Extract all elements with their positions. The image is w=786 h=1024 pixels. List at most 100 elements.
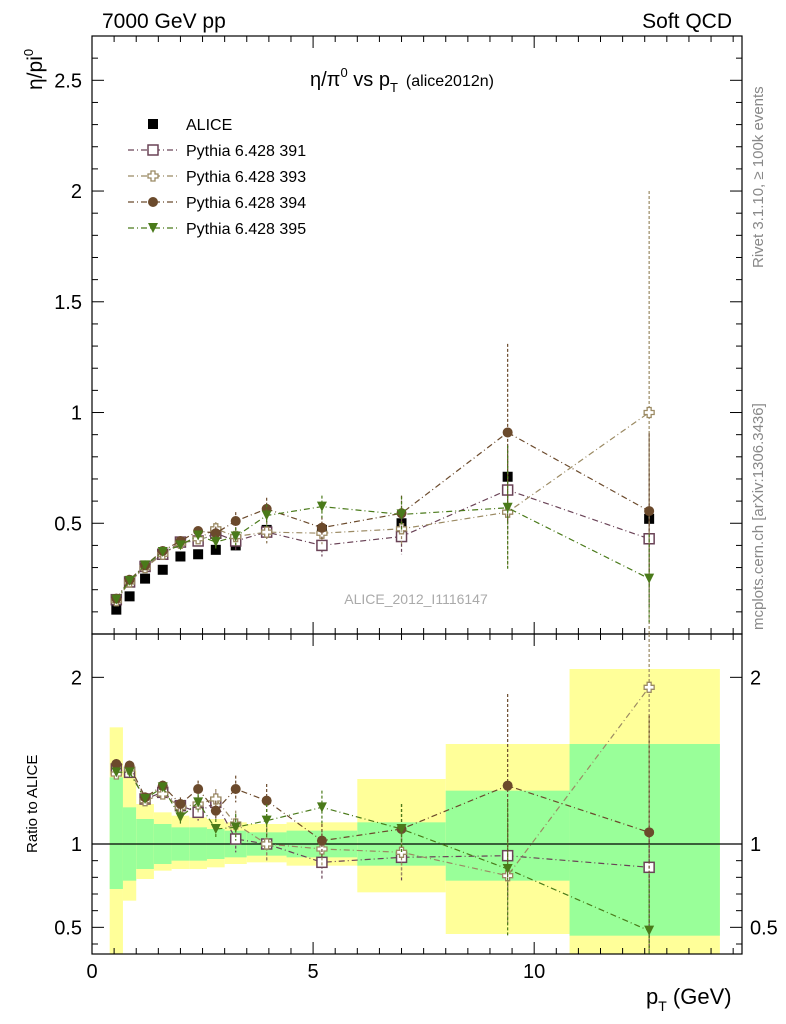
ratio-series-2-point [111,759,122,769]
main-series-0-point [193,549,204,560]
ratio-series-3-point [157,782,168,793]
ratio-stat-band-0 [109,777,123,889]
main-series-4-point [193,530,204,541]
main-series-0-point [124,591,135,602]
main-series-3-point [210,528,221,539]
legend-label: Pythia 6.428 393 [186,169,306,186]
main-series-2-point [643,406,655,419]
main-series-4-point [157,547,168,558]
ratio-y-tick-label-right: 1 [750,834,761,856]
ratio-series-3-point [261,815,272,826]
x-label-unit: (GeV) [667,984,732,1009]
ratio-y-tick-label-right: 2 [750,667,761,689]
main-y-tick-label: 1 [71,403,82,425]
ratio-series-3-point [230,822,241,833]
main-series-4-point [175,540,186,551]
header-left-title: 7000 GeV pp [102,10,226,33]
main-series-4-point [124,575,135,586]
ratio-series-2-point [210,805,221,816]
ratio-series-3-point [210,824,221,834]
main-series-3-point [644,506,655,517]
ratio-series-3-point [316,802,327,813]
legend-label: Pythia 6.428 394 [186,195,306,212]
legend-entry-1: Pythia 6.428 391 [128,143,306,160]
main-series-4-point [502,502,513,513]
x-label-p: p [646,984,658,1009]
ratio-series-2-point [193,784,204,794]
ratio-series-3-point [193,797,204,808]
ratio-series-3-point [502,864,513,874]
ratio-series-3-point [644,925,655,936]
ratio-panel-frame [91,633,743,955]
legend-entry-2: Pythia 6.428 393 [128,169,306,186]
ratio-series-2-point [644,827,655,838]
rivet-version-label: Rivet 3.1.10, ≥ 100k events [750,86,767,268]
main-series-2-point [261,526,273,538]
ratio-series-3-point [111,767,122,778]
legend-entry-4: Pythia 6.428 395 [128,221,306,238]
main-y-tick-label: 2 [71,181,82,203]
x-label-t-subscript: T [658,998,667,1014]
ratio-series-1-point [157,788,169,800]
x-axis-label: pT (GeV) [646,984,732,1014]
mcplots-reference-label: mcplots.cern.ch [arXiv:1306.3436] [750,403,767,630]
ratio-y-tick-label: 2 [71,667,82,689]
header-right-title: Soft QCD [642,10,732,33]
ratio-series-2-point [316,835,327,846]
main-series-2 [110,191,655,634]
legend-entry-3: Pythia 6.428 394 [128,195,306,212]
legend-entry-0: ALICE [148,117,232,134]
x-tick-label: 10 [523,961,545,983]
ratio-series-2-point [502,780,513,791]
legend-label: Pythia 6.428 391 [186,143,306,160]
ratio-series-2-point [230,784,241,794]
title-eta-pi: η/π [310,69,340,91]
ratio-y-axis-label: Ratio to ALICE [24,755,41,853]
title-pi-superscript: 0 [340,65,347,80]
ratio-y-tick-label: 1 [71,834,82,856]
legend: ALICE Pythia 6.428 391 Pythia 6.428 393 Pyt… [128,117,306,238]
legend-label: ALICE [186,117,232,134]
main-series-1 [110,445,655,606]
ratio-series-2-point [261,795,272,806]
main-series-4-point [316,501,327,512]
legend-marker [148,223,158,233]
ratio-series-3-point [396,824,407,834]
ratio-series-1-point [643,681,655,693]
main-y-axis-label: η/pi0 [21,49,47,90]
main-series-4-point [261,510,272,521]
main-series-1-point [316,539,328,552]
main-series-3-point [502,427,513,438]
main-series-0-point [157,564,168,575]
main-series-0-point [210,544,221,555]
main-series-4-point [230,531,241,542]
ratio-stat-band-12 [569,744,720,936]
ratio-series-2-point [175,799,186,809]
ratio-panel: 0.5 0.5 1 1 2 2 0 5 10 [54,633,778,983]
main-y-tick-label: 1.5 [54,292,82,314]
main-series-0-point [140,573,151,584]
main-plot-title: η/π0 vs pT (alice2012n) [310,65,494,95]
main-series-0-point [175,551,186,562]
title-tag: (alice2012n) [406,73,494,90]
main-y-tick-label: 2.5 [54,70,82,92]
ratio-series-1-point [395,846,408,858]
legend-marker [148,119,158,129]
main-series-4 [111,445,655,623]
x-tick-label: 5 [308,961,319,983]
legend-label: Pythia 6.428 395 [186,221,306,238]
main-y-tick-label: 0.5 [54,513,82,535]
main-series-2-line [115,412,650,602]
main-y-label-text: η/pi [24,56,47,90]
main-y-label-superscript: 0 [21,49,36,56]
ratio-series-1-point [261,838,273,850]
ratio-series-3 [111,767,655,954]
ratio-y-tick-label-right: 0.5 [750,917,778,939]
main-series-4-point [210,537,221,548]
main-series-4-point [111,594,122,605]
ratio-series-1-point [210,793,222,805]
main-series-3-point [230,516,241,527]
main-series-4-point [396,509,407,520]
ratio-y-tick-label: 0.5 [54,917,82,939]
